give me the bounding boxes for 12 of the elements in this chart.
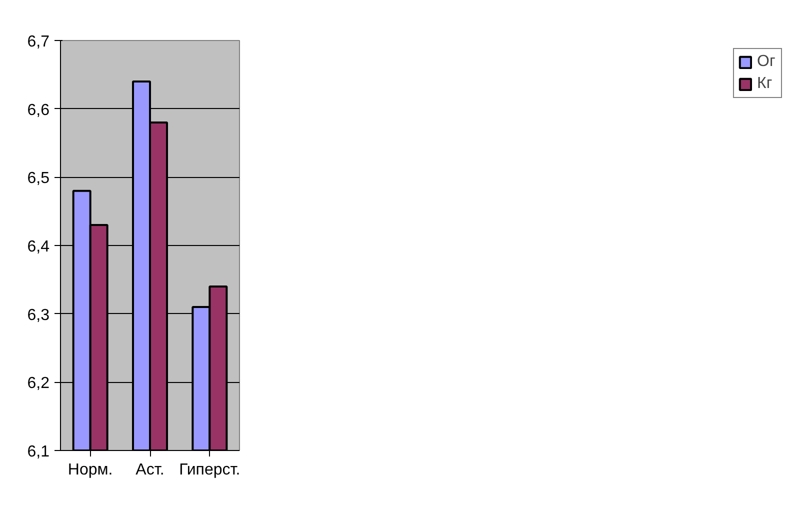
y-tick-label: 6,2 <box>27 375 50 392</box>
y-tick-label: 6,3 <box>27 306 50 324</box>
x-tick-label: Аст. <box>136 462 164 478</box>
y-tick-label: 6,7 <box>27 34 50 50</box>
y-tick-label: 6,4 <box>27 238 50 256</box>
x-tick-label: Норм. <box>68 462 113 478</box>
y-tick-label: 6,1 <box>27 444 50 460</box>
legend-label: Кг <box>757 75 774 93</box>
y-tick-label: 6,6 <box>27 102 50 119</box>
legend-label: Ог <box>757 53 776 71</box>
y-tick-label: 6,5 <box>27 170 50 188</box>
x-tick-label: Гиперст. <box>179 462 240 478</box>
